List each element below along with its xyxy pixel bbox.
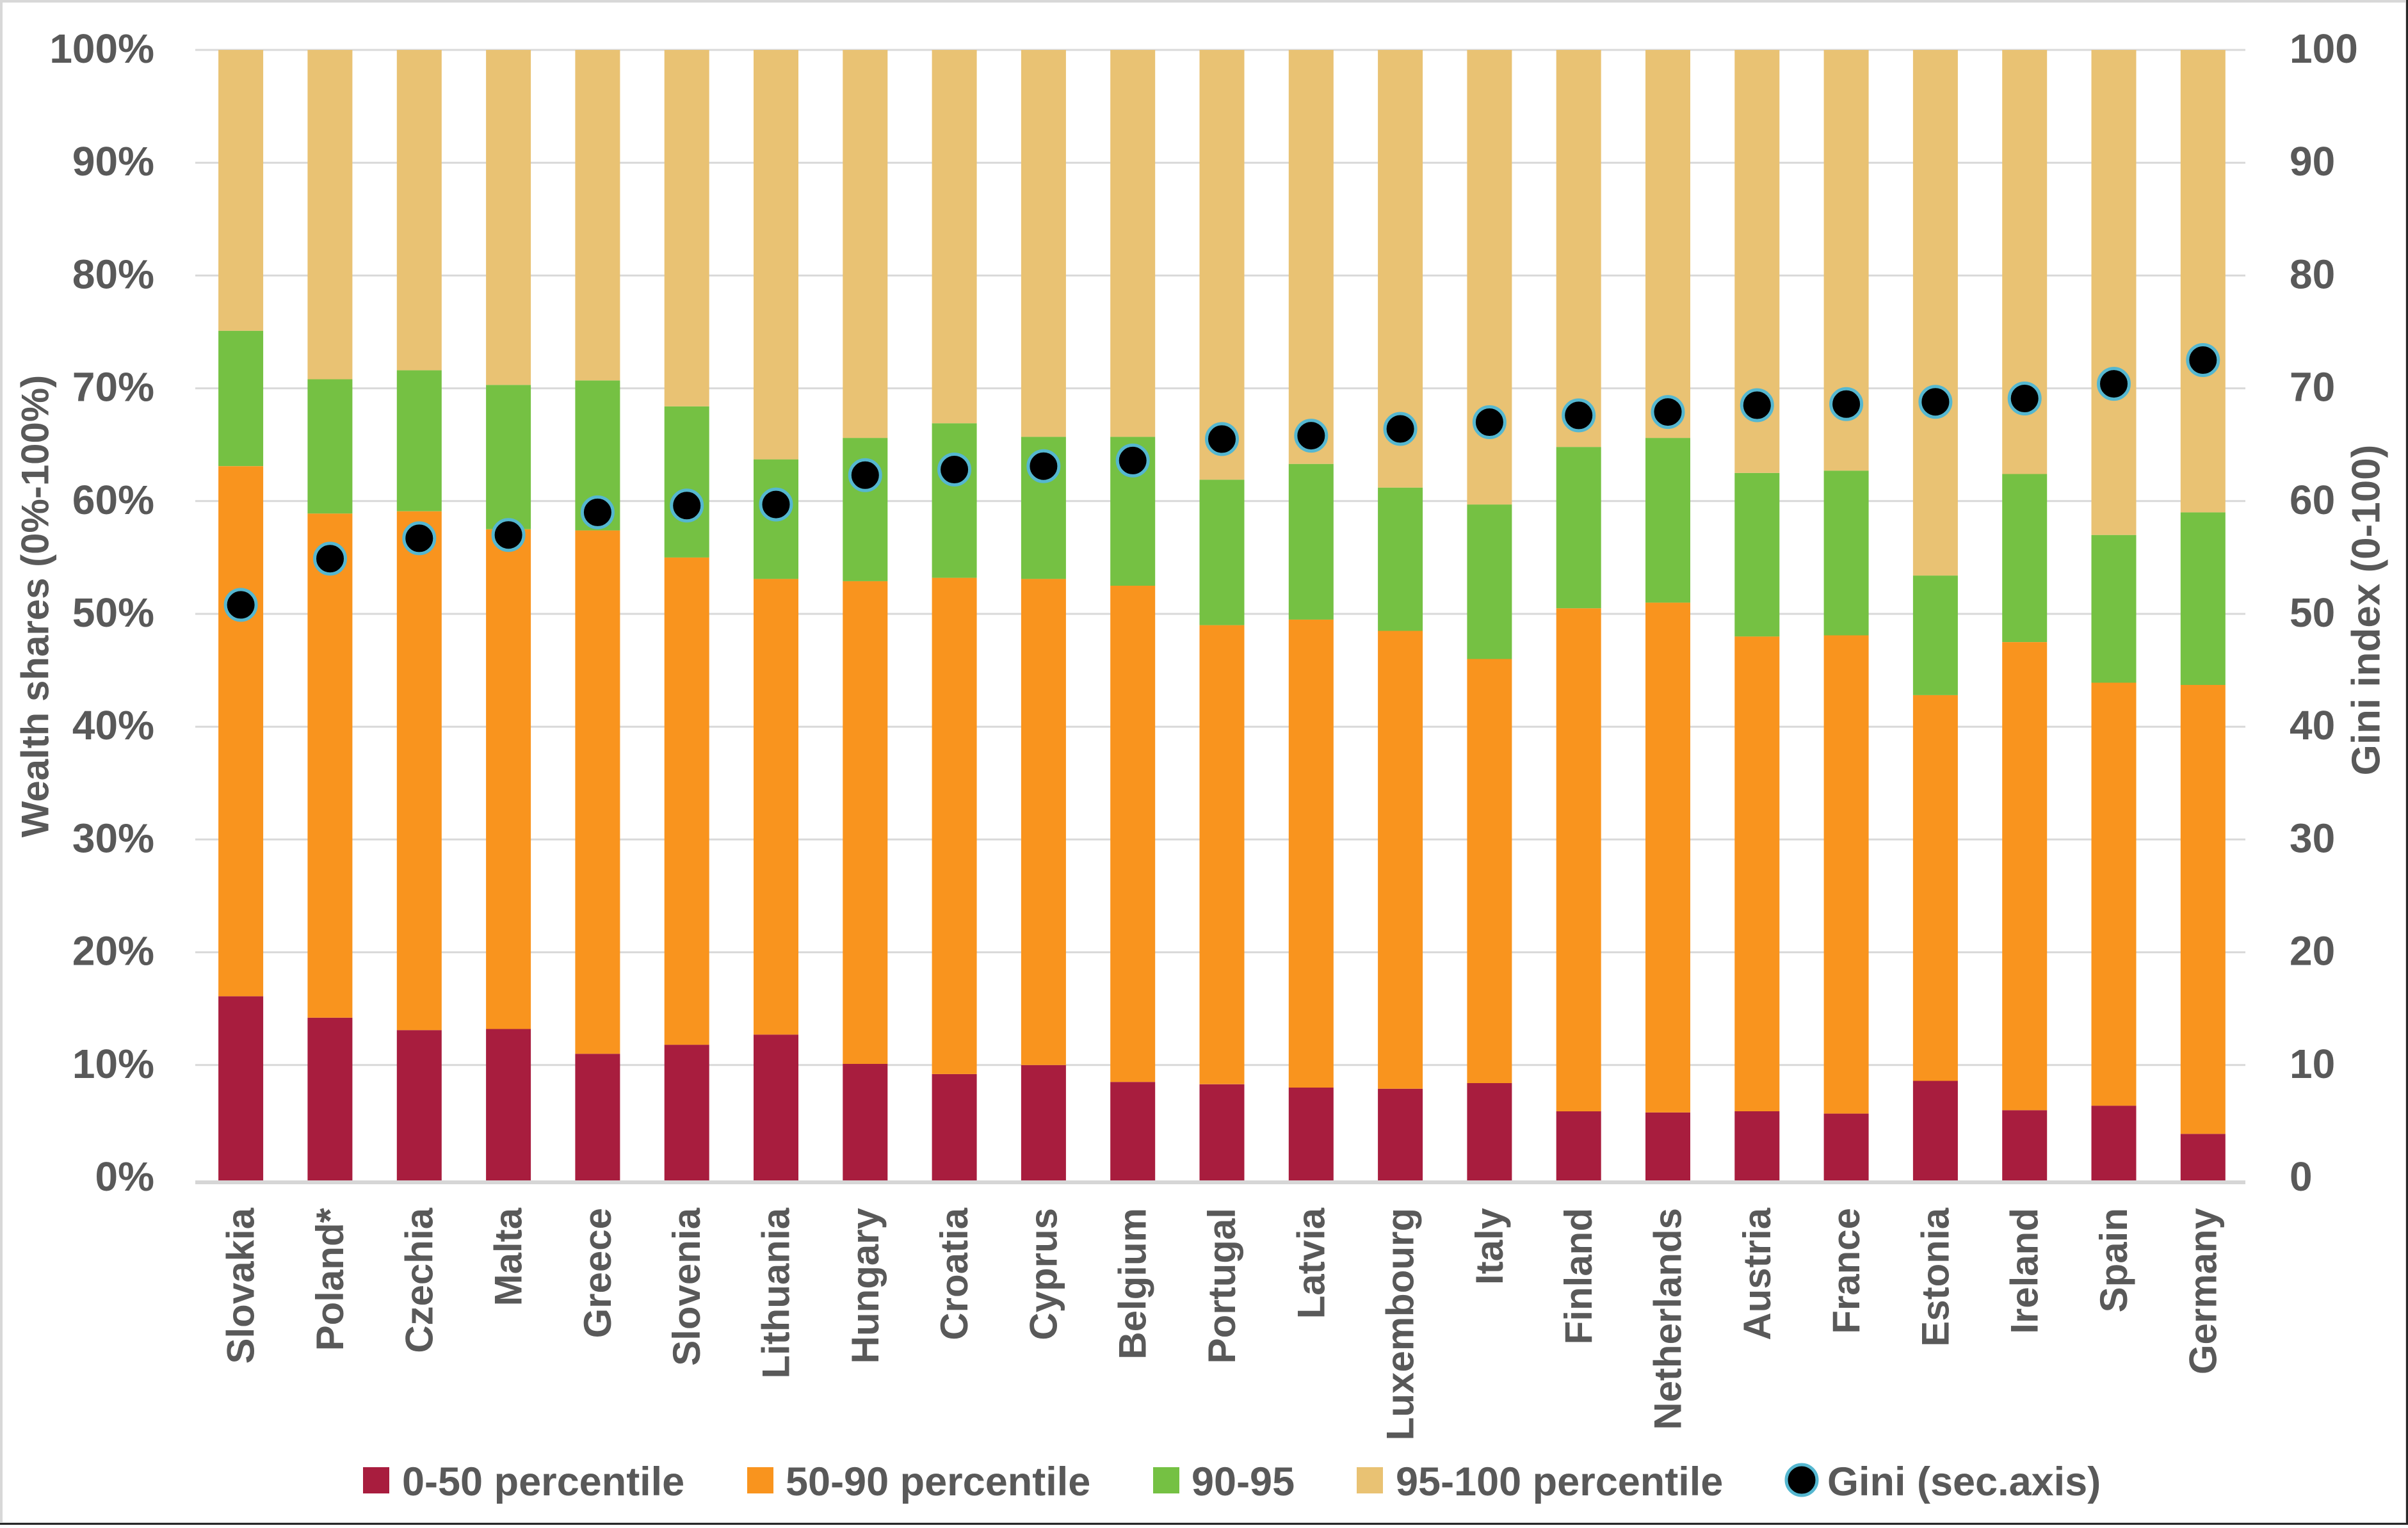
svg-text:Croatia: Croatia (933, 1207, 976, 1340)
svg-text:Italy: Italy (1468, 1207, 1511, 1285)
svg-text:Latvia: Latvia (1289, 1207, 1332, 1319)
svg-text:90-95: 90-95 (1192, 1460, 1295, 1504)
svg-text:Finland: Finland (1557, 1208, 1600, 1344)
svg-text:Cyprus: Cyprus (1022, 1208, 1065, 1340)
svg-text:30: 30 (2290, 815, 2335, 861)
svg-text:60%: 60% (72, 477, 154, 523)
svg-text:95-100 percentile: 95-100 percentile (1396, 1460, 1723, 1504)
svg-text:Lithuania: Lithuania (755, 1207, 798, 1378)
svg-text:0%: 0% (95, 1154, 155, 1200)
svg-text:Luxembourg: Luxembourg (1379, 1208, 1422, 1440)
svg-text:Austria: Austria (1736, 1207, 1779, 1340)
svg-text:20: 20 (2290, 928, 2335, 974)
svg-text:Poland*: Poland* (309, 1207, 352, 1351)
svg-text:Netherlands: Netherlands (1647, 1208, 1690, 1430)
svg-text:France: France (1825, 1208, 1868, 1334)
svg-text:40: 40 (2290, 702, 2335, 748)
svg-text:Slovakia: Slovakia (220, 1207, 263, 1363)
svg-text:0-50 percentile: 0-50 percentile (402, 1460, 684, 1504)
svg-text:50-90 percentile: 50-90 percentile (786, 1460, 1090, 1504)
svg-text:10%: 10% (72, 1041, 154, 1087)
svg-text:90: 90 (2290, 138, 2335, 184)
svg-text:Czechia: Czechia (398, 1207, 440, 1353)
svg-text:Germany: Germany (2181, 1207, 2224, 1374)
svg-text:100%: 100% (49, 26, 154, 72)
svg-text:10: 10 (2290, 1041, 2335, 1087)
svg-text:Hungary: Hungary (844, 1207, 887, 1363)
svg-text:30%: 30% (72, 815, 154, 861)
svg-text:90%: 90% (72, 138, 154, 184)
svg-text:0: 0 (2290, 1154, 2313, 1200)
svg-text:Portugal: Portugal (1200, 1208, 1243, 1363)
svg-text:Greece: Greece (576, 1208, 619, 1339)
svg-text:Belgium: Belgium (1111, 1208, 1154, 1360)
svg-text:Wealth shares (0%-100%): Wealth shares (0%-100%) (14, 375, 57, 838)
svg-text:Malta: Malta (487, 1207, 530, 1306)
svg-text:Slovenia: Slovenia (665, 1207, 708, 1365)
svg-text:Gini index (0-100): Gini index (0-100) (2345, 445, 2389, 776)
svg-text:Estonia: Estonia (1914, 1207, 1957, 1346)
svg-text:Ireland: Ireland (2003, 1208, 2046, 1334)
svg-text:70%: 70% (72, 364, 154, 410)
svg-text:20%: 20% (72, 928, 154, 974)
svg-text:80%: 80% (72, 251, 154, 297)
svg-text:60: 60 (2290, 477, 2335, 523)
svg-text:50: 50 (2290, 590, 2335, 636)
svg-text:40%: 40% (72, 702, 154, 748)
svg-text:100: 100 (2290, 26, 2358, 72)
svg-text:70: 70 (2290, 364, 2335, 410)
svg-text:50%: 50% (72, 590, 154, 636)
svg-text:80: 80 (2290, 251, 2335, 297)
svg-text:Gini (sec.axis): Gini (sec.axis) (1827, 1460, 2101, 1504)
svg-text:Spain: Spain (2092, 1208, 2135, 1312)
